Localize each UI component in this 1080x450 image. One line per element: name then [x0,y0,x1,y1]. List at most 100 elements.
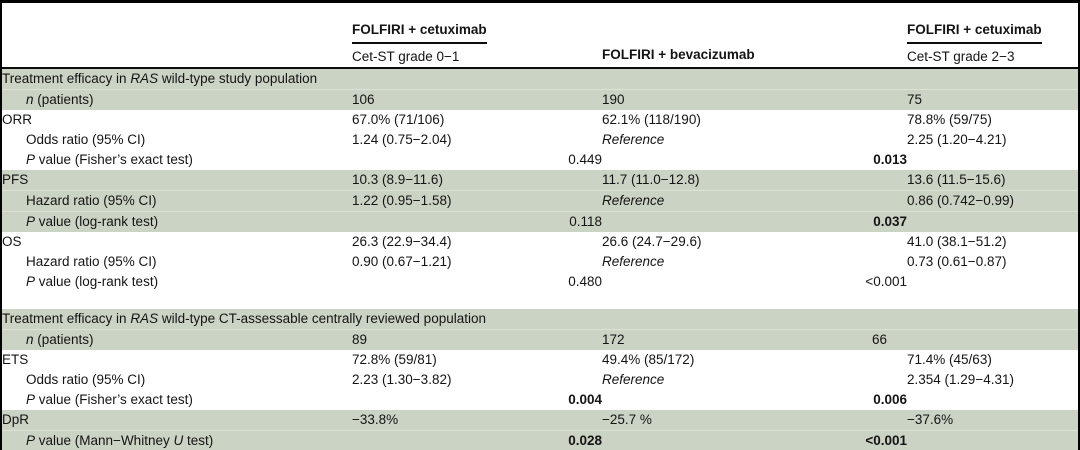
cell-text: <0.001 [865,433,908,448]
row-label: P value (Mann−Whitney U test) [2,430,352,450]
cell-p1 [537,130,602,150]
cell-text: 0.480 [568,274,602,289]
cell-v3: 78.8% (59/75) [907,110,1078,130]
cell-text: value (Fisher’s exact test) [35,152,193,167]
cell-text: Treatment efficacy in [2,311,131,326]
cell-p2 [832,410,908,431]
cell-v1: 89 [352,329,537,350]
cell-p1: 0.449 [537,150,602,170]
header-row: FOLFIRI + cetuximab Cet-ST grade 0−1 FOL… [2,3,1078,69]
cell-v2 [602,272,832,292]
header-label-spacer [2,3,352,69]
cell-v3: 13.6 (11.5−15.6) [907,170,1078,191]
table-row: Hazard ratio (95% CI) 0.90 (0.67−1.21) Ref… [2,252,1078,272]
cell-v3 [907,211,1078,232]
cell-p2 [832,329,908,350]
cell-p2: 0.006 [832,390,907,410]
cell-text: ETS [2,352,29,367]
cell-text: 0.013 [873,152,908,167]
cell-text: 0.90 (0.67−1.21) [352,254,452,269]
cell-v3: 66 [872,329,1078,350]
efficacy-table: FOLFIRI + cetuximab Cet-ST grade 0−1 FOL… [2,3,1078,450]
cell-v1: 0.90 (0.67−1.21) [352,252,537,272]
cell-text: OS [2,234,22,249]
cell-text: Reference [602,372,665,387]
table-body: Treatment efficacy in RAS wild-type stud… [2,68,1078,450]
row-label: Hazard ratio (95% CI) [2,190,352,212]
cell-text: 190 [602,92,625,107]
cell-p2 [832,89,908,110]
table-row: P value (Mann−Whitney U test) 0.028 <0.001 [2,430,1078,450]
cell-text: Reference [602,193,665,208]
cell-text: 0.118 [569,214,602,229]
cell-text: P [26,152,36,167]
column-title-folfiri-cetuximab-1: FOLFIRI + cetuximab [352,22,487,44]
cell-p2 [832,370,907,390]
cell-p1: 0.004 [537,390,602,410]
cell-p1: 0.480 [537,272,602,292]
cell-p1 [537,350,602,370]
cell-p2 [832,350,907,370]
column-title-folfiri-bevacizumab: FOLFIRI + bevacizumab [602,47,755,62]
cell-v2: 190 [602,89,832,110]
cell-p1 [537,329,602,350]
cell-v2: Reference [602,370,832,390]
cell-v1: 10.3 (8.9−11.6) [352,170,537,191]
cell-text: 11.7 (11.0−12.8) [602,172,700,187]
row-label: PFS [2,170,352,191]
cell-text: value (Fisher’s exact test) [35,392,193,407]
table-row: Hazard ratio (95% CI) 1.22 (0.95−1.58) Ref… [2,190,1078,212]
cell-text: 67.0% (71/106) [352,112,445,127]
cell-text: ORR [2,112,32,127]
section-header: Treatment efficacy in RAS wild-type CT-a… [2,309,1078,330]
cell-text: 66 [872,332,888,347]
cell-v1: 106 [352,89,537,110]
table-row: ORR 67.0% (71/106) 62.1% (118/190) 78.8% (5… [2,110,1078,130]
cell-v2: −25.7 % [602,410,832,431]
cell-text: 89 [352,332,368,347]
cell-p1: 0.118 [537,211,602,232]
cell-v1 [352,211,537,232]
column-group-cetuximab-grade01: FOLFIRI + cetuximab Cet-ST grade 0−1 [352,22,487,65]
cell-text: U [173,433,184,448]
cell-text: 78.8% (59/75) [907,112,992,127]
cell-v2: 172 [602,329,832,350]
cell-p2 [832,252,907,272]
row-label: P value (log-rank test) [2,272,352,292]
header-cell-bevacizumab: FOLFIRI + bevacizumab [602,3,908,69]
cell-v2 [602,390,832,410]
cell-p2: 0.013 [832,150,907,170]
cell-text: 62.1% (118/190) [602,112,701,127]
cell-v2: Reference [602,130,832,150]
cell-v1: 1.24 (0.75−2.04) [352,130,537,150]
cell-text: 72.8% (59/81) [352,352,437,367]
section-row: Treatment efficacy in RAS wild-type CT-a… [2,309,1078,330]
cell-text: P [26,214,36,229]
row-label: n (patients) [2,89,352,110]
cell-v2 [602,430,832,450]
cell-v3: 2.354 (1.29−4.31) [907,370,1078,390]
cell-text: n [26,332,34,347]
table-row: P value (log-rank test) 0.118 0.037 [2,211,1078,232]
cell-text: 0.028 [568,433,602,448]
cell-text: −33.8% [352,412,399,427]
cell-v3: 2.25 (1.20−4.21) [907,130,1078,150]
cell-v1 [352,390,537,410]
cell-text: 49.4% (85/172) [602,352,695,367]
table-row: Odds ratio (95% CI) 2.23 (1.30−3.82) Refer… [2,370,1078,390]
cell-p1 [537,170,602,191]
row-label: Odds ratio (95% CI) [2,130,352,150]
column-subtitle-cet-st-grade-2-3: Cet-ST grade 2−3 [907,49,1015,64]
cell-text: P [26,433,36,448]
cell-text: test) [183,433,214,448]
column-title-folfiri-cetuximab-2: FOLFIRI + cetuximab [907,22,1042,44]
cell-p2: 0.037 [832,211,908,232]
cell-v1: 1.22 (0.95−1.58) [352,190,537,212]
cell-p2: <0.001 [832,430,908,450]
cell-v2 [602,211,832,232]
cell-v2: 26.6 (24.7−29.6) [602,232,832,252]
cell-p2 [832,170,908,191]
cell-v3: 41.0 (38.1−51.2) [907,232,1078,252]
cell-text: 0.73 (0.61−0.87) [907,254,1007,269]
cell-v3: 0.86 (0.742−0.99) [907,190,1078,212]
